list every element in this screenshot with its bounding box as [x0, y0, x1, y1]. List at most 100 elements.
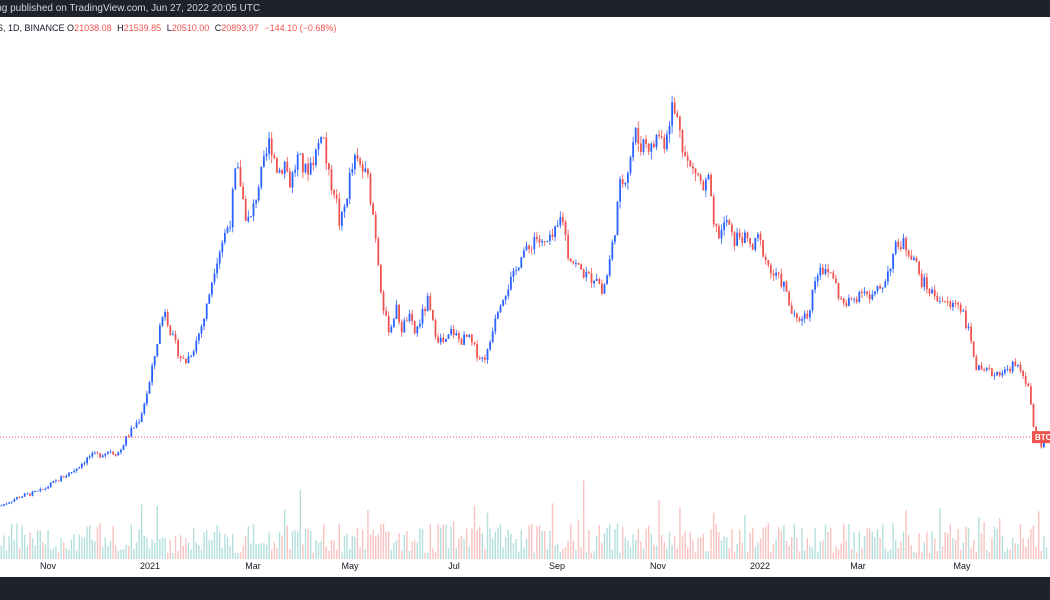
candle-body	[972, 341, 975, 357]
candle-body	[853, 298, 855, 300]
volume-bar	[177, 551, 179, 559]
candle-body	[122, 445, 125, 450]
volume-bar	[759, 538, 762, 559]
volume-bar	[1022, 537, 1024, 559]
candle-body	[140, 413, 143, 422]
volume-bar	[486, 512, 489, 559]
volume-bar	[980, 533, 983, 559]
volume-bar	[203, 532, 205, 559]
candle-body	[595, 278, 598, 281]
candle-body	[663, 137, 666, 150]
candle-body	[749, 238, 751, 245]
volume-bar	[419, 528, 421, 559]
candle-body	[593, 280, 595, 284]
volume-bar	[239, 552, 242, 559]
candle-body	[874, 291, 876, 295]
volume-bar	[897, 547, 899, 559]
candle-body	[346, 199, 348, 207]
volume-bar	[198, 545, 200, 559]
candle-body	[494, 318, 497, 332]
volume-bar	[102, 546, 104, 559]
volume-bar	[583, 480, 585, 559]
volume-bar	[44, 544, 47, 559]
candle-body	[294, 169, 296, 173]
volume-bar	[562, 548, 564, 559]
volume-bar	[91, 539, 93, 559]
candle-body	[471, 334, 473, 343]
candle-body	[816, 275, 819, 282]
volume-bar	[611, 549, 613, 559]
candle-body	[759, 234, 762, 241]
volume-bar	[260, 543, 262, 559]
volume-bar	[910, 545, 912, 559]
volume-bar	[744, 515, 746, 559]
candle-body	[125, 436, 127, 446]
volume-bar	[125, 544, 127, 559]
candle-body	[658, 134, 660, 137]
volume-bar	[468, 546, 470, 559]
candle-body	[354, 155, 356, 170]
candle-body	[770, 265, 772, 274]
candle-body	[452, 328, 455, 336]
volume-bar	[726, 537, 728, 559]
candle-body	[993, 375, 996, 377]
volume-bar	[713, 512, 715, 559]
candle-body	[302, 153, 304, 173]
volume-bar	[234, 552, 236, 559]
volume-bar	[497, 527, 499, 559]
volume-bar	[466, 528, 468, 559]
candle-body	[954, 302, 957, 304]
candle-body	[325, 137, 328, 164]
volume-bar	[663, 541, 665, 559]
candle-body	[598, 278, 601, 284]
candle-body	[668, 125, 671, 135]
volume-bar	[499, 524, 502, 559]
volume-bar	[892, 523, 894, 559]
x-tick-label: Mar	[245, 561, 261, 571]
candle-body	[237, 167, 239, 169]
volume-bar	[832, 552, 834, 559]
candle-body	[936, 296, 939, 302]
volume-bar	[86, 526, 88, 559]
volume-bar	[575, 549, 577, 559]
volume-bar	[450, 526, 452, 559]
volume-bar	[848, 524, 850, 559]
volume-bar	[315, 540, 317, 559]
volume-bar	[1045, 547, 1048, 559]
candle-body	[73, 470, 75, 473]
candle-body	[278, 170, 281, 173]
candle-body	[783, 281, 785, 287]
candle-body	[192, 351, 195, 356]
volume-bar	[806, 537, 808, 559]
volume-bar	[323, 524, 325, 559]
candle-body	[218, 252, 221, 264]
candle-body	[697, 173, 699, 176]
volume-bar	[138, 529, 140, 559]
candle-body	[796, 313, 798, 319]
candle-body	[806, 313, 809, 318]
volume-bar	[874, 536, 876, 559]
volume-bar	[746, 551, 749, 559]
volume-bar	[411, 541, 413, 559]
candle-body	[242, 186, 244, 200]
volume-bar	[219, 532, 221, 559]
volume-bar	[580, 546, 582, 559]
candle-body	[939, 300, 941, 302]
price-chart[interactable]: Nov 2021 Mar May Jul Sep Nov 2022 Mar May BTC	[0, 17, 1050, 577]
volume-bar	[598, 525, 600, 559]
candle-body	[408, 313, 411, 321]
candle-body	[437, 336, 439, 343]
volume-bar	[567, 541, 569, 559]
volume-bar	[546, 549, 548, 559]
candle-body	[645, 139, 647, 144]
volume-bar	[369, 534, 372, 559]
candle-body	[315, 149, 317, 166]
volume-bar	[837, 549, 840, 559]
volume-bar	[128, 546, 130, 559]
volume-bar	[642, 548, 645, 559]
volume-bar	[117, 551, 119, 559]
candle-body	[728, 220, 731, 225]
volume-bar	[551, 503, 554, 559]
candle-body	[952, 302, 954, 308]
candle-body	[29, 493, 31, 496]
